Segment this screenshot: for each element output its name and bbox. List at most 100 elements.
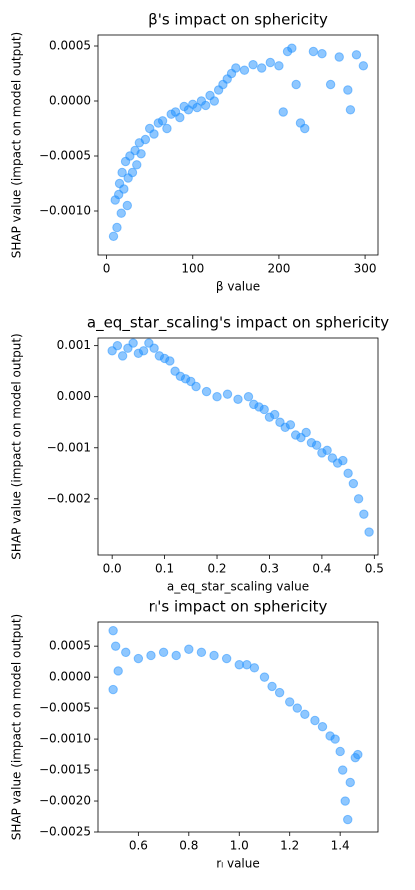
point	[322, 445, 332, 456]
y-axis-label: SHAP value (impact on model output)	[10, 32, 24, 259]
y-tick-label: 0.0000	[49, 670, 91, 684]
point	[335, 746, 345, 757]
point	[110, 641, 121, 651]
y-tick-label: 0.0005	[49, 639, 91, 653]
point	[191, 381, 201, 392]
y-axis-label: SHAP value (impact on model output)	[10, 333, 24, 560]
x-axis-label: β value	[216, 280, 260, 294]
point	[358, 61, 369, 71]
x-axis-label: a_eq_star_scaling value	[167, 580, 309, 594]
point	[265, 57, 276, 68]
point	[270, 409, 280, 420]
point	[132, 160, 142, 170]
point	[200, 100, 211, 111]
x-tick-label: 100	[181, 262, 204, 276]
point	[325, 79, 336, 90]
point	[278, 107, 288, 117]
point	[108, 231, 119, 242]
point	[231, 63, 241, 73]
point	[300, 709, 310, 720]
axes-frame	[97, 34, 379, 256]
chart-title: a_eq_star_scaling's impact on sphericity	[87, 314, 389, 333]
point	[140, 134, 151, 145]
point	[112, 340, 123, 351]
x-tick-label: 1.2	[280, 839, 299, 853]
y-tick-label: −0.0005	[39, 701, 91, 715]
point	[138, 346, 149, 356]
point	[337, 765, 348, 775]
point	[117, 351, 128, 361]
point	[201, 386, 212, 397]
chart-title: β's impact on sphericity	[148, 11, 328, 29]
point	[222, 389, 233, 399]
point	[209, 650, 219, 661]
point	[359, 509, 369, 519]
point	[311, 440, 322, 450]
x-tick-label: 0.4	[312, 562, 331, 576]
y-tick-label: 0.000	[57, 389, 91, 403]
y-tick-label: −0.0010	[39, 204, 91, 218]
point	[274, 61, 284, 71]
point	[128, 338, 138, 348]
point	[301, 427, 311, 438]
point	[351, 50, 362, 60]
y-tick-label: −0.0015	[39, 763, 91, 777]
y-tick-label: 0.0005	[49, 39, 91, 53]
point	[119, 184, 129, 194]
x-tick-label: 0.8	[179, 839, 198, 853]
point	[165, 356, 175, 366]
point	[364, 527, 374, 537]
point	[259, 404, 269, 415]
y-tick-label: −0.0005	[39, 149, 91, 163]
x-tick-label: 0.5	[365, 562, 384, 576]
x-tick-label: 0.6	[129, 839, 148, 853]
point	[122, 200, 132, 211]
point	[287, 43, 297, 53]
point	[121, 647, 131, 658]
x-tick-label: 200	[267, 262, 290, 276]
point	[108, 684, 118, 695]
point	[343, 85, 353, 95]
point	[345, 777, 355, 788]
point	[348, 478, 359, 489]
x-tick-label: 300	[354, 262, 377, 276]
axes-frame	[97, 337, 379, 556]
point	[317, 49, 327, 59]
point	[149, 129, 159, 139]
y-tick-label: 0.0000	[49, 94, 91, 108]
x-axis-label: rₗ value	[216, 857, 260, 871]
y-axis-label: SHAP value (impact on model output)	[10, 614, 24, 841]
y-tick-label: −0.0025	[39, 825, 91, 839]
point	[239, 65, 250, 75]
point	[340, 796, 350, 806]
x-tick-label: 0.0	[103, 562, 122, 576]
x-tick-label: 1.4	[331, 839, 350, 853]
x-tick-label: 0.2	[207, 562, 226, 576]
point	[285, 697, 295, 707]
point	[196, 647, 207, 658]
point	[171, 650, 181, 661]
point	[221, 653, 232, 664]
x-tick-label: 0	[103, 262, 111, 276]
point	[345, 105, 356, 115]
x-tick-label: 0.3	[260, 562, 279, 576]
point	[233, 394, 243, 404]
point	[256, 63, 267, 73]
point	[310, 715, 320, 726]
point	[146, 650, 156, 661]
point	[243, 392, 254, 402]
point	[259, 672, 270, 682]
point	[353, 749, 363, 760]
chart-title: rₗ's impact on sphericity	[149, 598, 328, 616]
point	[209, 96, 220, 106]
y-tick-label: −0.0010	[39, 732, 91, 746]
point	[267, 681, 277, 692]
point	[308, 46, 319, 57]
y-tick-label: 0.001	[57, 338, 91, 352]
point	[292, 703, 302, 713]
y-tick-label: −0.0020	[39, 794, 91, 808]
point	[285, 420, 296, 430]
point	[116, 208, 126, 218]
point	[248, 59, 258, 70]
